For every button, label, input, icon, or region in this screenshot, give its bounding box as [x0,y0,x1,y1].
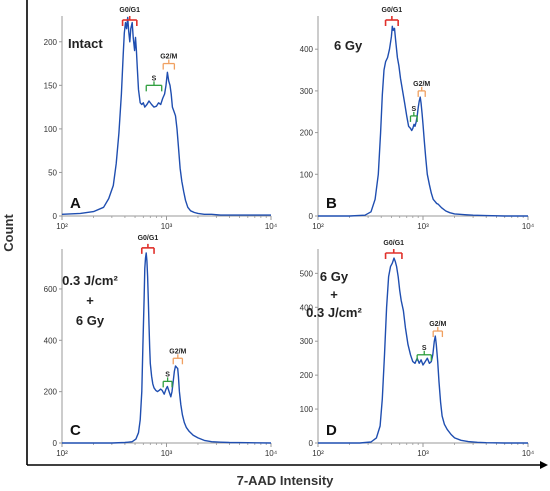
panel-d-condition-label: + [330,287,338,302]
panel-b-s-label: S [411,106,416,113]
panel-a-y-tick-label: 200 [44,38,58,47]
panel-b-y-tick-label: 100 [300,170,314,179]
panel-c-y-tick-label: 0 [53,439,58,448]
panel-a-y-tick-label: 150 [44,81,58,90]
panel-d-condition-label: 6 Gy [320,269,349,284]
panel-a-x-tick-label: 10² [56,222,68,231]
figure-x-arrowhead [540,461,548,469]
panel-a-g0g1-label: G0/G1 [119,7,140,14]
panel-d-y-tick-label: 100 [300,405,314,414]
panel-c-x-tick-label: 10² [56,449,68,458]
panel-a-y-tick-label: 50 [48,168,57,177]
panel-b-y-tick-label: 200 [300,129,314,138]
panel-d-y-tick-label: 0 [309,439,314,448]
panel-b-y-tick-label: 0 [309,212,314,221]
panel-a-x-tick-label: 10⁴ [265,222,278,231]
panel-c-y-tick-label: 600 [44,285,58,294]
panel-c-s-label: S [165,371,170,378]
panel-c-x-tick-label: 10⁴ [265,449,278,458]
panel-a-y-tick-label: 100 [44,125,58,134]
panel-d-g2m-label: G2/M [429,321,446,328]
panel-b-y-tick-label: 300 [300,87,314,96]
panel-a-histogram-line [61,16,271,216]
panel-b-letter: B [326,195,337,212]
panel-d-letter: D [326,422,337,439]
panel-a: 0 50 100 150 200 10² 10³ 10⁴ G0/G1 S G2/M Intact A [44,7,278,231]
panel-c-g0g1-label: G0/G1 [138,235,159,242]
panel-c-y-tick-label: 400 [44,336,58,345]
y-axis-title: Count [1,214,16,252]
panel-c-letter: C [70,422,81,439]
panel-b-y-tick-label: 400 [300,45,314,54]
panel-c-x-tick-label: 10³ [161,449,173,458]
panel-c-condition-label: 6 Gy [76,313,105,328]
panel-d-y-tick-label: 200 [300,371,314,380]
panel-d-s-label: S [422,345,427,352]
panel-b-histogram-line [318,25,528,217]
panel-c-histogram-line [62,252,272,444]
panel-d-y-tick-label: 300 [300,337,314,346]
panel-b: 0 100 200 300 400 10² 10³ 10⁴ G0/G1 S G2/M 6 Gy B [300,7,535,231]
panel-d-x-tick-label: 10³ [417,449,429,458]
panel-a-letter: A [70,195,81,212]
panel-d-x-tick-label: 10⁴ [522,449,535,458]
panel-b-x-tick-label: 10³ [417,222,429,231]
panel-c-y-tick-label: 200 [44,388,58,397]
panel-c-condition-label: 0.3 J/cm² [62,273,118,288]
panel-d-g0g1-label: G0/G1 [383,240,404,247]
panel-b-condition-label: 6 Gy [334,38,363,53]
panel-c: 0 200 400 600 10² 10³ 10⁴ G0/G1 S G2/M 0.3 J/cm² +6… [44,235,278,458]
panel-d-y-tick-label: 500 [300,269,314,278]
panel-d-x-tick-label: 10² [312,449,324,458]
panel-b-x-tick-label: 10² [312,222,324,231]
panel-a-g2m-label: G2/M [160,54,177,61]
panel-a-y-tick-label: 0 [53,212,58,221]
panel-d-histogram-line [318,257,528,444]
panel-a-x-tick-label: 10³ [161,222,173,231]
panel-b-g2m-label: G2/M [413,81,430,88]
panel-b-x-tick-label: 10⁴ [522,222,535,231]
panel-c-condition-label: + [86,293,94,308]
panel-d-condition-label: 0.3 J/cm² [306,305,362,320]
panel-a-s-label: S [152,75,157,82]
panel-d: 0 100 200 300 400 500 10² 10³ 10⁴ G0/G1 S G2/M 6 Gy +… [300,240,535,458]
panel-d-y-tick-label: 400 [300,303,314,312]
panel-b-g0g1-label: G0/G1 [382,7,403,14]
x-axis-title: 7-AAD Intensity [237,473,335,488]
panel-c-g2m-label: G2/M [169,348,186,355]
panel-a-condition-label: Intact [68,36,103,51]
